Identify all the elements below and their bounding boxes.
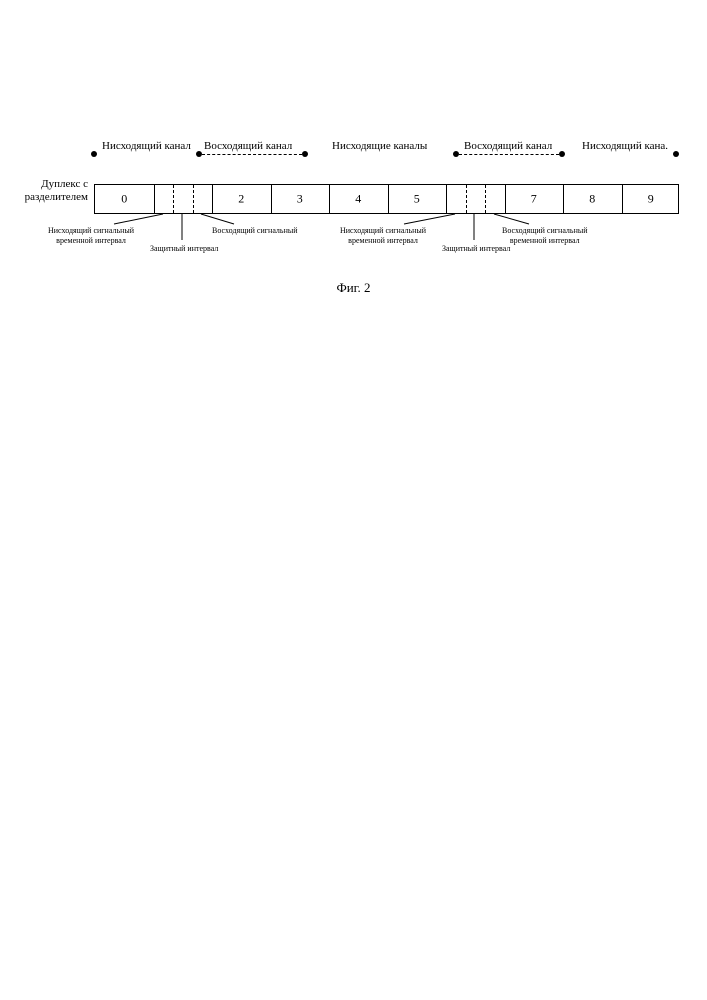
leader-lines	[24, 214, 684, 284]
slot-divider	[212, 185, 213, 213]
callout-line1: Защитный интервал	[150, 244, 218, 253]
callouts: Нисходящий сигнальный временной интервал…	[24, 222, 684, 274]
slot-divider	[505, 185, 506, 213]
callout-line1: Нисходящий сигнальный	[48, 226, 134, 235]
range-dot	[673, 151, 679, 157]
callout-downlink-signal-1: Нисходящий сигнальный временной интервал	[48, 226, 134, 246]
figure-caption: Фиг. 2	[0, 280, 707, 296]
slot-number: 7	[531, 192, 537, 207]
slot-divider	[563, 185, 564, 213]
callout-uplink-signal-2: Восходящий сигнальный временной интервал	[502, 226, 588, 246]
side-label-duplex: Дуплекс с разделителем	[0, 178, 88, 203]
callout-line2: временной интервал	[510, 236, 580, 245]
tdd-frame-diagram: Нисходящий канал Восходящий канал Нисход…	[24, 140, 684, 274]
slot-divider	[388, 185, 389, 213]
slot-number: 3	[297, 192, 303, 207]
callout-line1: Защитный интервал	[442, 244, 510, 253]
callout-uplink-signal-1: Восходящий сигнальный	[212, 226, 298, 236]
callout-line1: Нисходящий сигнальный	[340, 226, 426, 235]
callout-guard-2: Защитный интервал	[442, 244, 510, 254]
slot-number: 0	[121, 192, 127, 207]
range-dot	[302, 151, 308, 157]
range-dash	[459, 154, 559, 155]
special-dash	[466, 185, 467, 213]
callout-line2: временной интервал	[348, 236, 418, 245]
range-markers	[24, 140, 684, 160]
special-dash	[193, 185, 194, 213]
special-dash	[173, 185, 174, 213]
slot-divider	[446, 185, 447, 213]
slot-number: 5	[414, 192, 420, 207]
callout-line1: Восходящий сигнальный	[212, 226, 298, 235]
slot-divider	[154, 185, 155, 213]
range-dash	[202, 154, 302, 155]
callout-line1: Восходящий сигнальный	[502, 226, 588, 235]
slot-frame: 0 2 3 4 5 7 8 9	[94, 184, 679, 214]
range-dot	[559, 151, 565, 157]
slot-number: 2	[238, 192, 244, 207]
page: Нисходящий канал Восходящий канал Нисход…	[0, 0, 707, 1000]
special-dash	[485, 185, 486, 213]
callout-downlink-signal-2: Нисходящий сигнальный временной интервал	[340, 226, 426, 246]
slot-number: 4	[355, 192, 361, 207]
range-dot	[91, 151, 97, 157]
callout-line2: временной интервал	[56, 236, 126, 245]
slot-divider	[271, 185, 272, 213]
slot-divider	[622, 185, 623, 213]
callout-guard-1: Защитный интервал	[150, 244, 218, 254]
slot-number: 9	[648, 192, 654, 207]
slot-number: 8	[589, 192, 595, 207]
slot-divider	[329, 185, 330, 213]
